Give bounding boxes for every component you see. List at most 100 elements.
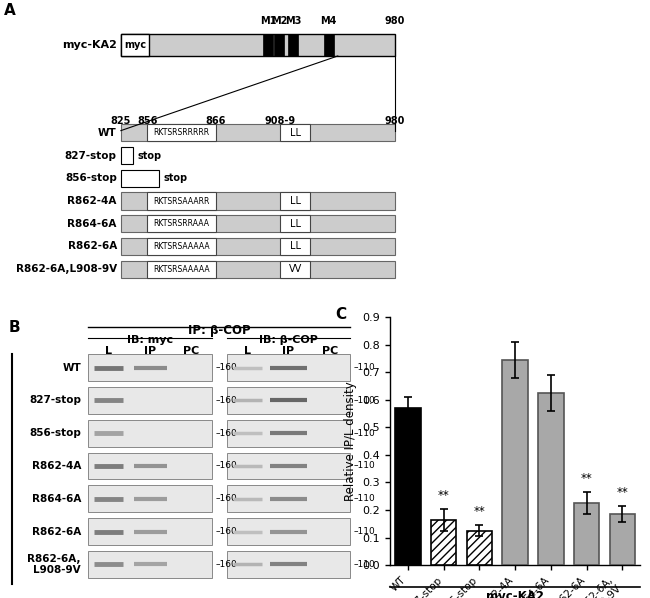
Text: R862-6A: R862-6A — [68, 242, 117, 251]
Text: 908-9: 908-9 — [265, 116, 296, 126]
Text: –110: –110 — [354, 396, 376, 405]
Text: VV: VV — [289, 264, 302, 274]
Text: R862-6A: R862-6A — [32, 527, 81, 536]
Text: R862-6A,L908-9V: R862-6A,L908-9V — [16, 264, 117, 274]
Bar — [88, 551, 212, 578]
Text: R862-6A,
L908-9V: R862-6A, L908-9V — [27, 554, 81, 575]
Y-axis label: Relative IP/L density: Relative IP/L density — [344, 381, 357, 501]
Text: LL: LL — [290, 219, 301, 229]
Text: RKTSRSAAARR: RKTSRSAAARR — [153, 197, 209, 206]
Text: R864-6A: R864-6A — [32, 494, 81, 504]
Bar — [502, 359, 528, 565]
Text: 980: 980 — [385, 16, 405, 26]
Bar — [88, 387, 212, 414]
Bar — [88, 453, 212, 480]
Text: C: C — [335, 307, 346, 322]
Text: 825: 825 — [111, 116, 131, 126]
Bar — [88, 354, 212, 381]
Text: 856-stop: 856-stop — [29, 428, 81, 438]
Bar — [121, 124, 395, 142]
Text: 980: 980 — [385, 116, 405, 126]
Text: LL: LL — [290, 242, 301, 251]
Bar — [88, 518, 212, 545]
Text: WT: WT — [62, 362, 81, 373]
Bar — [227, 420, 350, 447]
Text: –110: –110 — [354, 495, 376, 504]
Bar — [280, 124, 310, 142]
Text: 866: 866 — [205, 116, 226, 126]
Text: IP: IP — [144, 346, 156, 356]
Bar — [280, 261, 310, 277]
Text: –160: –160 — [216, 363, 237, 372]
Bar — [227, 453, 350, 480]
Text: IP: IP — [282, 346, 294, 356]
Bar — [227, 354, 350, 381]
Bar — [121, 238, 395, 255]
Bar — [147, 215, 216, 232]
Text: PC: PC — [322, 346, 338, 356]
Text: RKTSRSRRAAA: RKTSRSRRAAA — [153, 219, 209, 228]
Bar — [121, 34, 149, 56]
Bar — [227, 387, 350, 414]
Text: 856-stop: 856-stop — [65, 173, 117, 184]
Bar — [288, 34, 298, 56]
Bar — [147, 261, 216, 277]
Text: myc: myc — [124, 40, 146, 50]
Text: –110: –110 — [354, 429, 376, 438]
Bar — [121, 147, 133, 164]
Text: M4: M4 — [320, 16, 337, 26]
Bar — [610, 514, 635, 565]
Text: R864-6A: R864-6A — [68, 219, 117, 229]
Text: –110: –110 — [354, 560, 376, 569]
Bar — [121, 34, 395, 56]
Bar — [88, 420, 212, 447]
Text: LL: LL — [290, 128, 301, 138]
Text: R862-4A: R862-4A — [68, 196, 117, 206]
Bar — [467, 530, 492, 565]
Text: myc-KA2: myc-KA2 — [486, 590, 544, 598]
Bar — [88, 486, 212, 512]
Bar — [227, 551, 350, 578]
Text: A: A — [4, 3, 16, 18]
Bar — [227, 518, 350, 545]
Text: IB: β-COP: IB: β-COP — [259, 335, 318, 345]
Text: **: ** — [473, 505, 486, 518]
Text: –160: –160 — [216, 495, 237, 504]
Text: L: L — [244, 346, 251, 356]
Bar — [538, 393, 564, 565]
Text: myc-KA2: myc-KA2 — [62, 40, 117, 50]
Text: IP: β-COP: IP: β-COP — [188, 324, 251, 337]
Bar — [574, 503, 599, 565]
Bar — [227, 486, 350, 512]
Text: M2: M2 — [271, 16, 287, 26]
Text: **: ** — [616, 486, 629, 499]
Bar — [147, 238, 216, 255]
Text: R862-4A: R862-4A — [32, 461, 81, 471]
Bar — [147, 124, 216, 142]
Text: RKTSRSRRRRR: RKTSRSRRRRR — [153, 129, 209, 138]
Bar — [280, 215, 310, 232]
Bar — [263, 34, 274, 56]
Text: –160: –160 — [216, 527, 237, 536]
Text: 856: 856 — [137, 116, 157, 126]
Text: PC: PC — [183, 346, 200, 356]
Bar — [324, 34, 333, 56]
Bar — [121, 261, 395, 277]
Text: 827-stop: 827-stop — [65, 151, 117, 161]
Text: 827-stop: 827-stop — [29, 395, 81, 405]
Bar — [431, 520, 456, 565]
Text: –110: –110 — [354, 363, 376, 372]
Text: –160: –160 — [216, 462, 237, 471]
Text: **: ** — [437, 489, 450, 502]
Bar — [280, 238, 310, 255]
Text: –160: –160 — [216, 396, 237, 405]
Bar — [121, 215, 395, 232]
Text: M1: M1 — [260, 16, 277, 26]
Bar — [121, 193, 395, 209]
Bar — [395, 408, 421, 565]
Bar — [274, 34, 285, 56]
Bar — [280, 193, 310, 209]
Text: –160: –160 — [216, 429, 237, 438]
Text: **: ** — [580, 472, 593, 485]
Text: WT: WT — [98, 128, 117, 138]
